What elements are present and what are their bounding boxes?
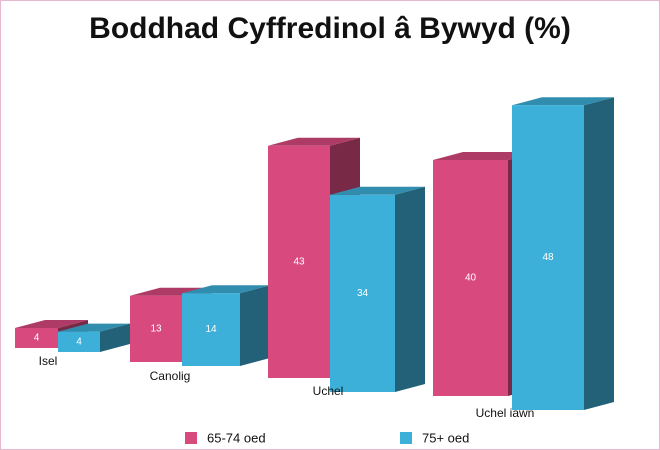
data-label: 4 bbox=[34, 333, 40, 344]
bar-top bbox=[512, 97, 614, 106]
plot-area: 4 4 13 14 43 34 40 48 Isel Canolig Uchel Uchel iawn bbox=[15, 97, 614, 420]
bar-top bbox=[433, 152, 538, 160]
bar bbox=[512, 105, 584, 410]
bar-top bbox=[15, 320, 88, 328]
bar bbox=[433, 160, 508, 396]
bar bbox=[15, 328, 58, 348]
bar bbox=[268, 145, 330, 378]
x-tick-label: Uchel bbox=[313, 384, 344, 398]
bar-side bbox=[100, 323, 130, 352]
legend-label: 75+ oed bbox=[422, 430, 469, 445]
data-label: 43 bbox=[293, 257, 305, 268]
x-tick-label: Canolig bbox=[150, 369, 191, 383]
legend-label: 65-74 oed bbox=[207, 430, 266, 445]
data-label: 48 bbox=[542, 252, 554, 263]
data-label: 40 bbox=[465, 273, 477, 284]
data-label: 34 bbox=[357, 288, 369, 299]
bar-top bbox=[130, 287, 212, 296]
x-tick-label: Isel bbox=[39, 354, 58, 368]
bar-top bbox=[58, 323, 130, 332]
bar bbox=[330, 194, 395, 392]
bar-top bbox=[182, 285, 270, 294]
data-label: 4 bbox=[76, 336, 82, 347]
bar-side bbox=[584, 97, 614, 410]
bar bbox=[130, 295, 182, 362]
legend-swatch bbox=[400, 432, 412, 444]
bar bbox=[182, 293, 240, 366]
bar-side bbox=[395, 186, 425, 392]
bar-top bbox=[330, 186, 425, 195]
data-label: 13 bbox=[150, 323, 162, 334]
legend-swatch bbox=[185, 432, 197, 444]
legend: 65-74 oed 75+ oed bbox=[185, 430, 469, 445]
bar bbox=[58, 331, 100, 352]
bar-side bbox=[240, 285, 270, 366]
x-tick-label: Uchel iawn bbox=[476, 406, 535, 420]
bar-top bbox=[268, 137, 360, 146]
data-label: 14 bbox=[205, 324, 217, 335]
chart-title: Boddhad Cyffredinol â Bywyd (%) bbox=[89, 12, 571, 45]
